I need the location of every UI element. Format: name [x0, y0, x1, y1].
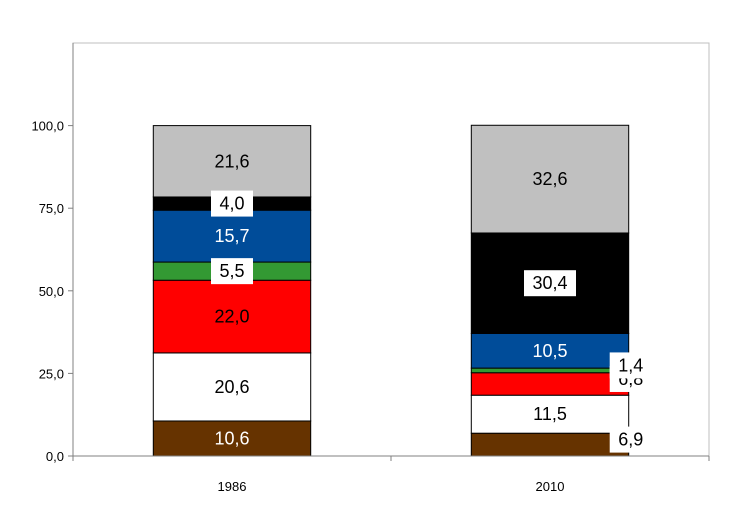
data-label-box: [211, 258, 253, 285]
data-label: 22,0: [214, 307, 249, 327]
bar-segment: [470, 372, 630, 396]
y-tick-label: 100,0: [31, 119, 64, 134]
data-label: 15,7: [214, 226, 249, 246]
data-label-box: [211, 190, 253, 217]
data-label: 4,0: [219, 194, 244, 214]
bar-segment: [152, 125, 312, 198]
y-tick-label: 0,0: [46, 449, 64, 464]
y-tick-label: 75,0: [39, 201, 64, 216]
data-label: 21,6: [214, 151, 249, 171]
bar-segment: [152, 279, 312, 354]
data-labels: 10,620,622,05,515,74,021,66,911,56,81,41…: [211, 151, 652, 453]
x-tick-label: 2010: [536, 479, 565, 494]
bar-segment: [152, 420, 312, 457]
data-label: 32,6: [532, 169, 567, 189]
data-label: 11,5: [533, 404, 567, 424]
x-tick-label: 1986: [218, 479, 247, 494]
bars: [152, 124, 630, 457]
data-label: 30,4: [532, 273, 567, 293]
bar-segment: [470, 367, 630, 374]
data-label-box: [524, 270, 576, 297]
bar-segment: [470, 432, 630, 457]
data-label: 5,5: [219, 261, 244, 281]
data-label: 6,9: [618, 430, 643, 450]
y-tick-label: 25,0: [39, 366, 64, 381]
data-label: 10,5: [532, 341, 567, 361]
data-label-box: [609, 426, 652, 453]
bar-segment: [470, 124, 630, 234]
data-label: 10,6: [214, 428, 249, 448]
data-label: 20,6: [214, 377, 249, 397]
axes: 0,0 25,0 50,0 75,0 100,0 1986 2010: [31, 43, 710, 494]
y-tick-label: 50,0: [39, 284, 64, 299]
data-label-box: [609, 352, 652, 379]
bar-segment: [470, 332, 630, 369]
data-label: 1,4: [618, 355, 643, 375]
